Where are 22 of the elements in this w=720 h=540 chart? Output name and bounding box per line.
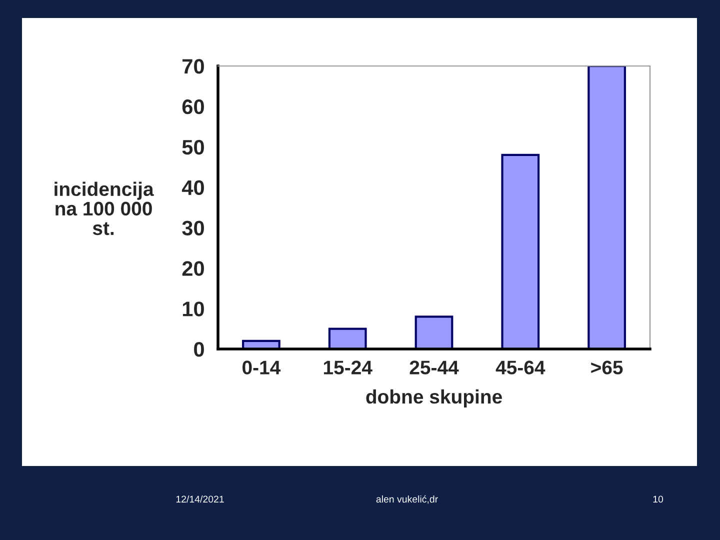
y-tick-label: 30 — [182, 220, 204, 236]
y-axis-title: incidencija na 100 000 st. — [54, 182, 154, 236]
text: 12/14/2021 — [176, 495, 224, 503]
x-tick-label: 45-64 — [496, 360, 546, 374]
y-tick-label: 40 — [182, 180, 204, 196]
y-tick-label: 0 — [194, 342, 204, 357]
y-tick-label: 20 — [182, 261, 204, 276]
x-axis-title: dobne skupine — [366, 389, 502, 408]
y-tick-label: 60 — [182, 99, 204, 114]
x-tick-label: 15-24 — [324, 360, 372, 374]
bar — [328, 328, 367, 349]
y-tick-label: 50 — [182, 140, 204, 155]
y-tick-label: 70 — [182, 59, 204, 74]
x-tick-label: >65 — [591, 360, 623, 374]
bar — [501, 154, 540, 349]
text: alen vukelić,dr — [376, 495, 438, 504]
text: 10 — [653, 496, 664, 503]
x-tick-label: 25-44 — [410, 360, 459, 374]
x-tick-label: 0-14 — [242, 360, 281, 374]
bar — [588, 66, 626, 349]
bar — [414, 316, 454, 349]
y-tick-label: 10 — [182, 302, 204, 316]
